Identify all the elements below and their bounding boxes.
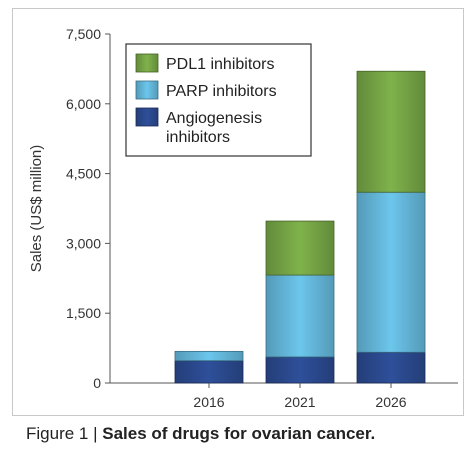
chart-frame: 0 1,500 3,000 4,500 6,000 7,500 Sales (US$ mil…: [12, 8, 464, 416]
x-tick-label: 2026: [375, 394, 406, 410]
y-tick-label: 0: [93, 375, 101, 391]
legend-swatch-parp-inhibitors: [135, 80, 159, 100]
bar-pdl1-inhibitors-2021: [265, 220, 335, 276]
y-axis-label: Sales (US$ million): [28, 145, 45, 273]
x-tick-label: 2021: [284, 394, 315, 410]
legend-label: PARP inhibitors: [166, 83, 277, 100]
bar-parp-inhibitors-2016: [174, 350, 244, 362]
y-tick-label: 6,000: [66, 96, 101, 112]
bar-pdl1-inhibitors-2026: [356, 70, 426, 193]
y-tick-label: 3,000: [66, 235, 101, 251]
bar-angiogenesis-inhibitors-2026: [356, 351, 426, 384]
legend-label: inhibitors: [166, 129, 230, 146]
y-tick-label: 1,500: [66, 305, 101, 321]
legend-label: Angiogenesis: [166, 110, 262, 127]
x-tick-label: 2016: [193, 394, 224, 410]
bar-angiogenesis-inhibitors-2016: [174, 360, 244, 384]
bar-parp-inhibitors-2021: [265, 274, 335, 358]
chart-svg: 0 1,500 3,000 4,500 6,000 7,500 Sales (US$ mil…: [28, 26, 458, 410]
caption-title: Sales of drugs for ovarian cancer.: [102, 424, 376, 443]
y-tick-label: 4,500: [66, 166, 101, 182]
bar-angiogenesis-inhibitors-2021: [265, 356, 335, 384]
y-tick-label: 7,500: [66, 26, 101, 42]
legend-label: PDL1 inhibitors: [166, 56, 275, 73]
legend-swatch-pdl1-inhibitors: [135, 53, 159, 73]
bar-parp-inhibitors-2026: [356, 191, 426, 353]
legend-swatch-angiogenesis-inhibitors: [135, 107, 159, 127]
figure-caption: Figure 1 | Sales of drugs for ovarian ca…: [26, 424, 375, 444]
caption-prefix: Figure 1 |: [26, 424, 103, 443]
